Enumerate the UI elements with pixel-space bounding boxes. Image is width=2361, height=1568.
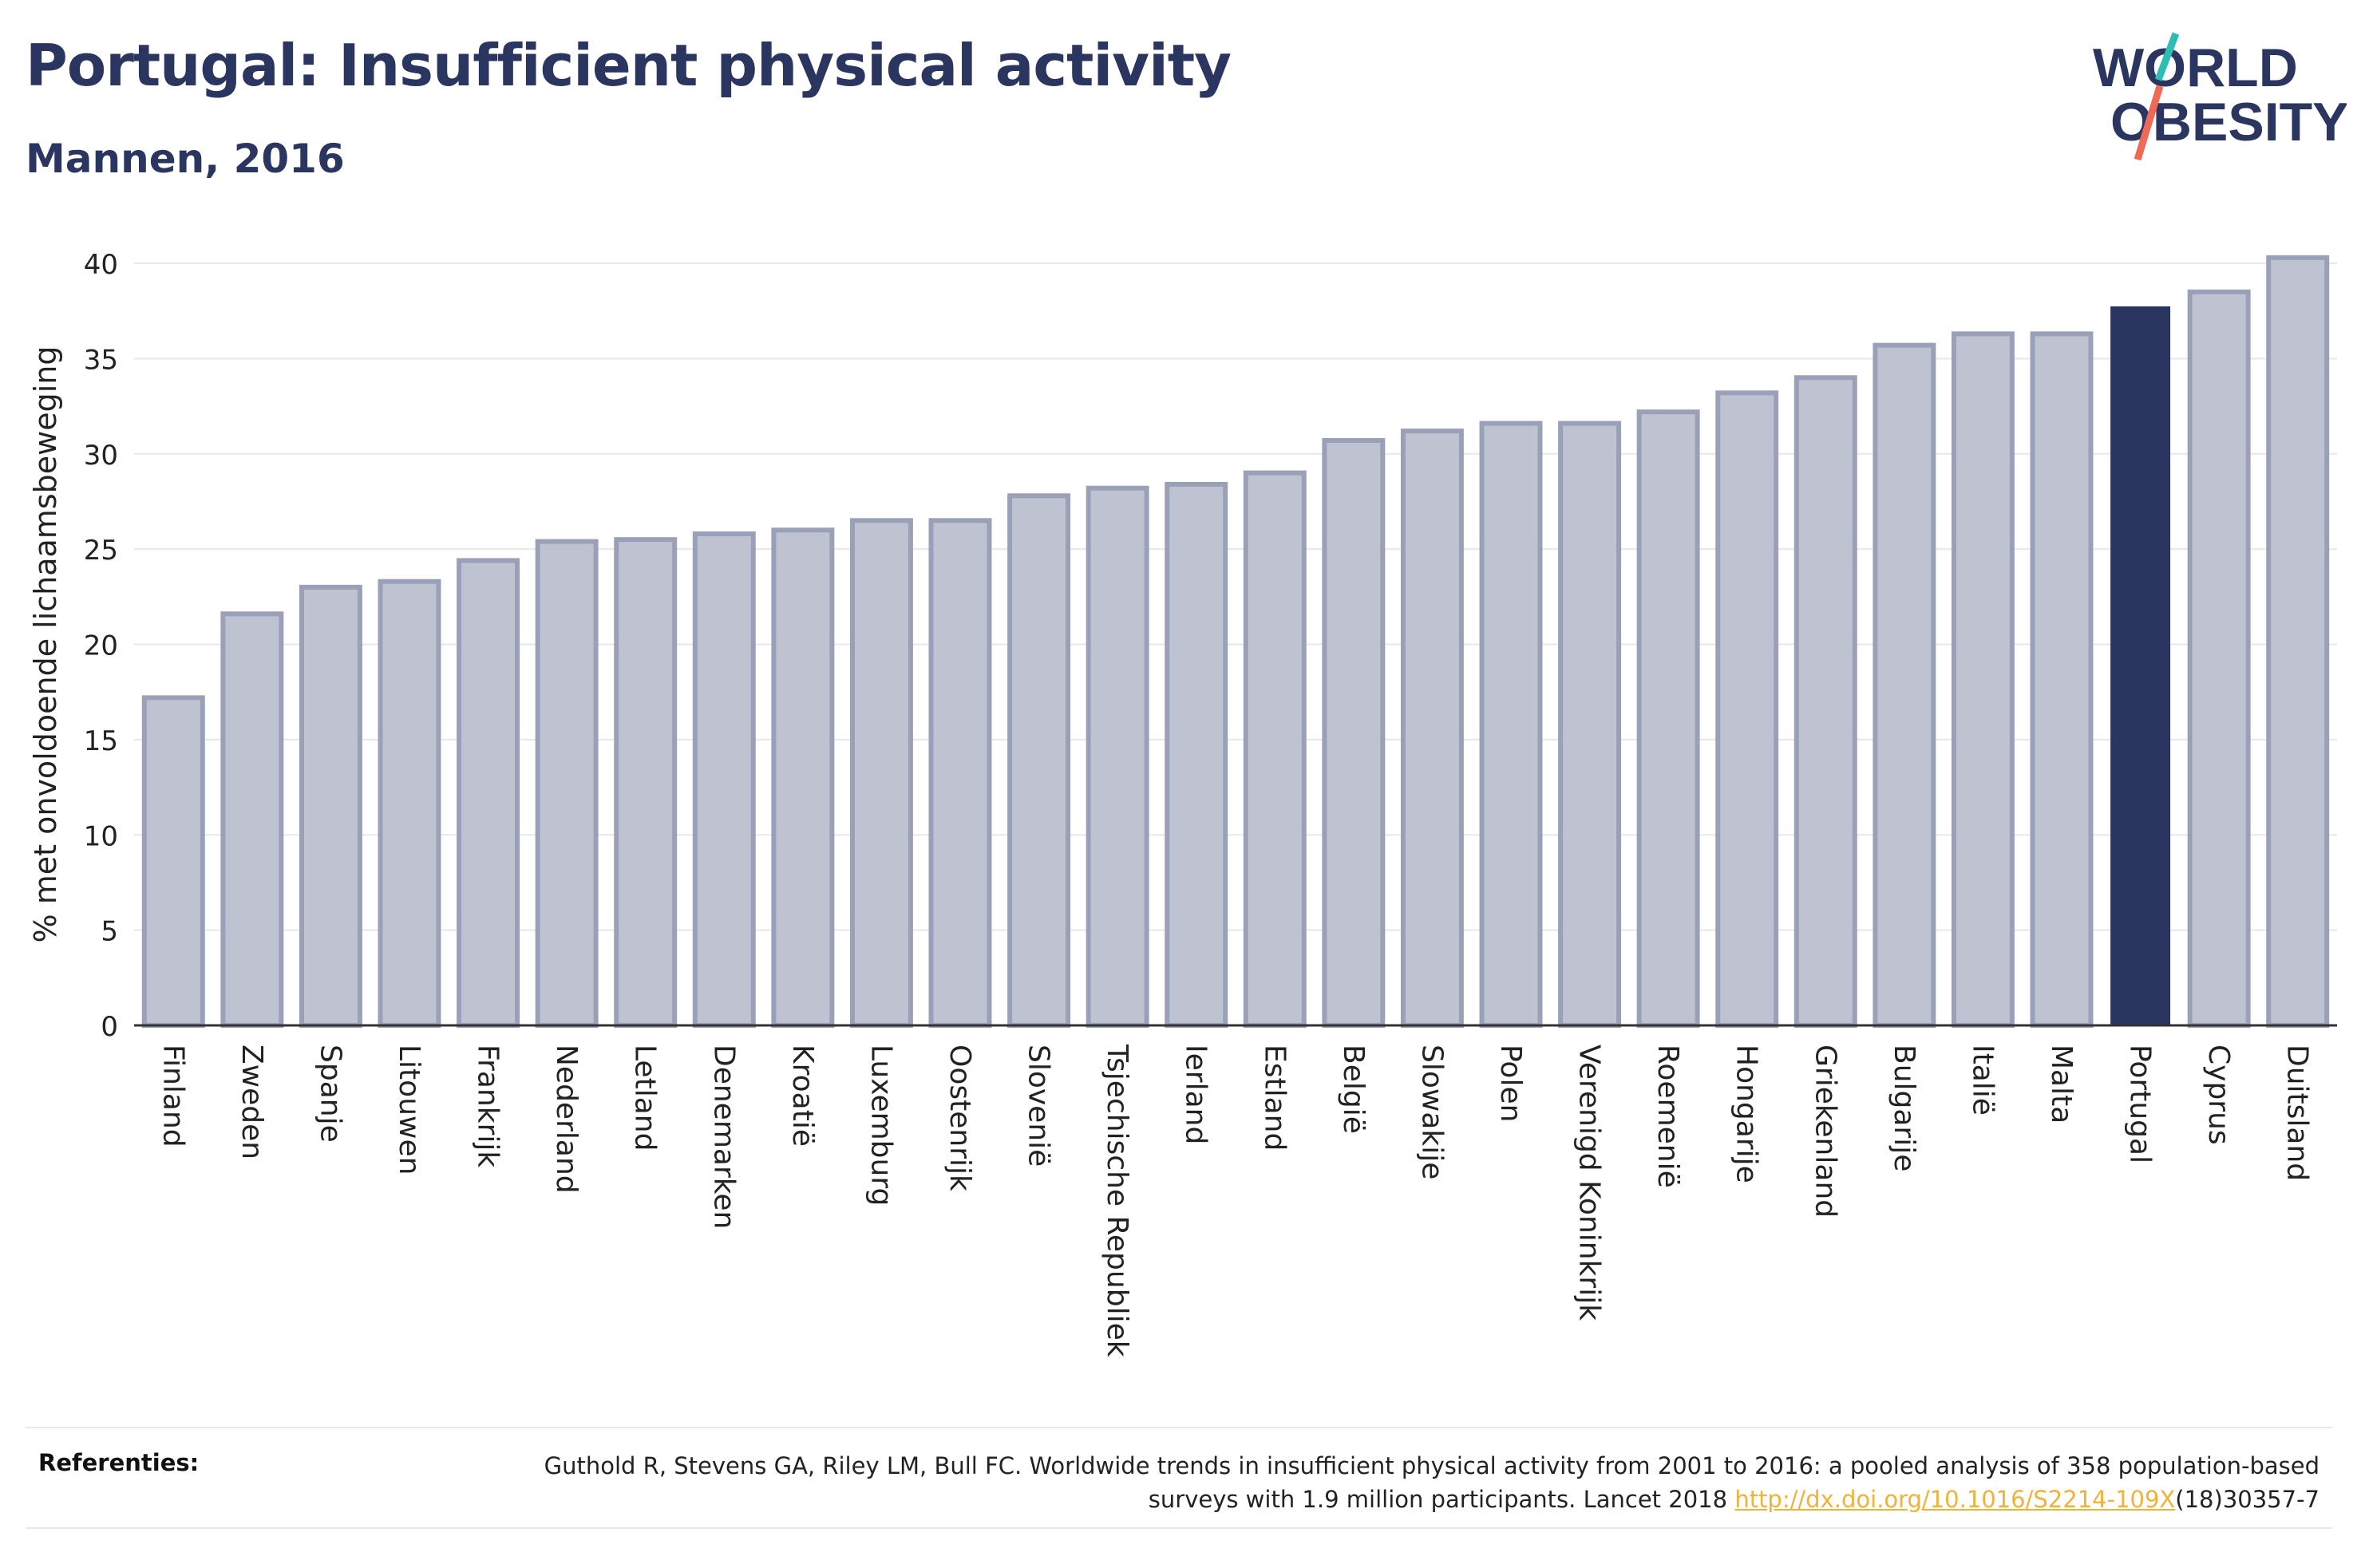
x-tick-label: Finland: [156, 1045, 189, 1147]
x-tick-label: Oostenrijk: [943, 1045, 976, 1191]
x-tick-label: Malta: [2045, 1045, 2078, 1124]
y-tick-label: 0: [101, 1011, 118, 1043]
x-tick-label: Slovenië: [1022, 1045, 1055, 1167]
references-text: Guthold R, Stevens GA, Riley LM, Bull FC…: [484, 1449, 2319, 1516]
bar-roemenië: [1636, 409, 1700, 1028]
world-obesity-logo: WORLD OBESITY: [2093, 32, 2347, 161]
x-tick-label: Ierland: [1180, 1045, 1212, 1144]
bar-tsjechische-republiek: [1086, 485, 1149, 1028]
x-axis-ticks: Finland Zweden Spanje Litouwen Frankrijk Nede…: [156, 1044, 2313, 1357]
x-tick-label: België: [1337, 1045, 1370, 1134]
x-tick-label: Estland: [1258, 1045, 1291, 1151]
x-tick-label: Polen: [1494, 1045, 1527, 1122]
bar-italië: [1951, 331, 2015, 1028]
bar-zweden: [220, 611, 284, 1028]
y-tick-label: 30: [84, 440, 118, 472]
x-tick-label: Verenigd Koninkrijk: [1573, 1045, 1606, 1321]
bar-chart: 0 5 10 15 20 25 30 35 40 Finland Zweden Spanje Lito…: [28, 249, 2337, 1357]
x-tick-label: Hongarije: [1730, 1045, 1763, 1183]
x-tick-label: Cyprus: [2202, 1045, 2235, 1145]
x-tick-label: Denemarken: [707, 1045, 740, 1229]
x-tick-label: Kroatië: [786, 1045, 819, 1147]
x-tick-label: Italië: [1966, 1045, 1999, 1116]
y-tick-label: 25: [84, 535, 118, 567]
bar-portugal: [2110, 306, 2171, 1027]
bar-luxemburg: [849, 518, 913, 1028]
logo-line1: WORLD: [2093, 38, 2298, 98]
y-tick-label: 35: [84, 344, 118, 376]
reference-suffix: (18)30357-7: [2175, 1486, 2319, 1513]
logo-slash-coral: [2134, 85, 2164, 161]
bar-polen: [1479, 421, 1543, 1028]
bar-duitsland: [2266, 255, 2330, 1028]
bar-hongarije: [1715, 390, 1779, 1029]
bar-slovenië: [1007, 493, 1071, 1028]
x-tick-label: Griekenland: [1809, 1045, 1841, 1218]
bar-denemarken: [692, 531, 756, 1028]
bar-letland: [614, 537, 678, 1028]
x-tick-label: Litouwen: [393, 1045, 425, 1175]
reference-link[interactable]: http://dx.doi.org/10.1016/S2214-109X: [1734, 1486, 2176, 1513]
x-tick-label: Portugal: [2124, 1045, 2157, 1163]
x-tick-label: Bulgarije: [1888, 1045, 1920, 1171]
x-tick-label: Slowakije: [1415, 1045, 1448, 1179]
bar-nederland: [535, 539, 599, 1028]
bar-litouwen: [378, 579, 441, 1028]
x-tick-label: Zweden: [235, 1045, 268, 1159]
bar-kroatië: [771, 527, 835, 1028]
x-tick-label: Duitsland: [2281, 1045, 2314, 1181]
references: Referenties: Guthold R, Stevens GA, Rile…: [26, 1427, 2332, 1529]
bar-cyprus: [2187, 289, 2251, 1028]
y-tick-label: 40: [84, 249, 118, 281]
bar-griekenland: [1793, 375, 1857, 1028]
bar-bulgarije: [1873, 342, 1936, 1029]
bar-ierland: [1165, 481, 1228, 1028]
bar-finland: [141, 695, 205, 1028]
y-axis-ticks: 0 5 10 15 20 25 30 35 40: [84, 249, 118, 1043]
y-tick-label: 20: [84, 630, 118, 662]
reference-citation: Guthold R, Stevens GA, Riley LM, Bull FC…: [544, 1452, 2319, 1513]
y-tick-label: 15: [84, 725, 118, 757]
x-tick-label: Nederland: [550, 1045, 583, 1194]
bar-slowakije: [1400, 429, 1464, 1028]
x-tick-label: Spanje: [314, 1045, 346, 1143]
bar-belgië: [1322, 438, 1386, 1028]
y-axis-title: % met onvoldoende lichaamsbeweging: [28, 346, 63, 943]
bar-estland: [1243, 470, 1307, 1028]
x-tick-label: Tsjechische Republiek: [1101, 1044, 1133, 1357]
y-tick-label: 5: [101, 916, 118, 948]
page-title: Portugal: Insufficient physical activity: [26, 32, 1232, 99]
page-subtitle: Mannen, 2016: [26, 136, 345, 182]
y-tick-label: 10: [84, 820, 118, 852]
bar-oostenrijk: [928, 518, 992, 1028]
bar-frankrijk: [457, 558, 520, 1028]
bar-malta: [2030, 331, 2094, 1028]
x-tick-label: Frankrijk: [472, 1045, 504, 1167]
x-tick-label: Luxemburg: [864, 1045, 897, 1206]
bar-verenigd-koninkrijk: [1558, 421, 1622, 1028]
bars: [141, 255, 2330, 1029]
logo-slash-teal: [2154, 32, 2180, 81]
x-tick-label: Roemenië: [1651, 1045, 1684, 1188]
references-label: Referenties:: [38, 1449, 200, 1476]
x-tick-label: Letland: [629, 1045, 662, 1151]
bar-spanje: [299, 584, 362, 1028]
